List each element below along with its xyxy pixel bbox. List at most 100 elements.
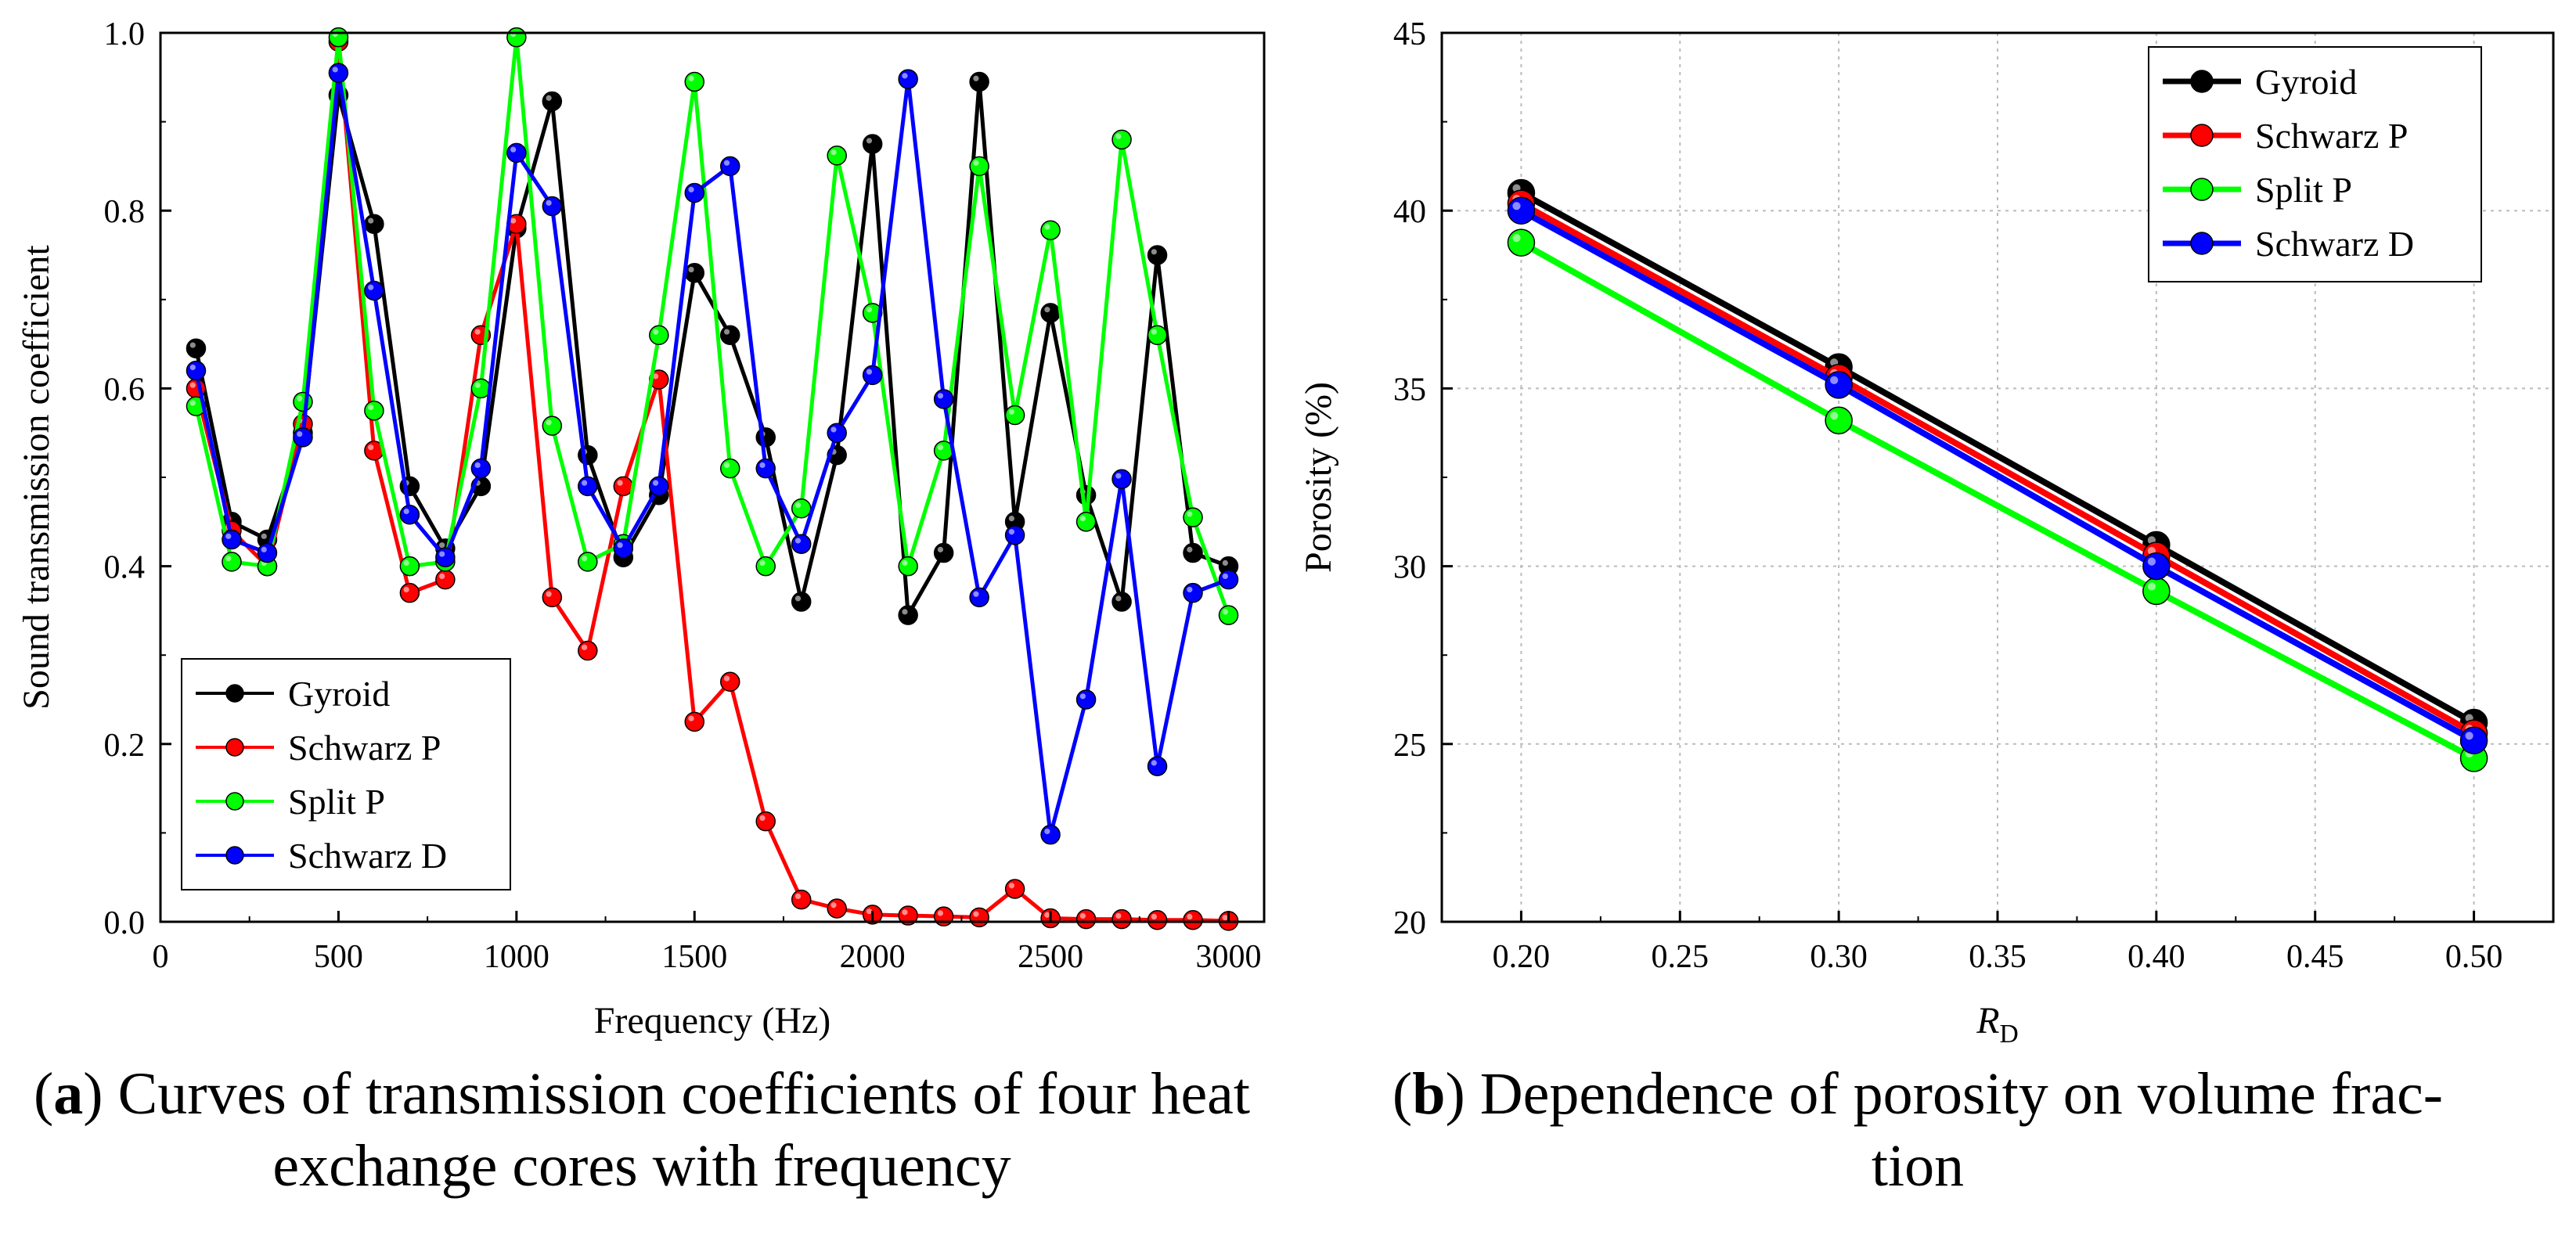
data-point bbox=[862, 365, 883, 386]
x-tick-label: 2000 bbox=[840, 939, 906, 975]
series-line bbox=[194, 35, 1230, 616]
series-split-p bbox=[186, 27, 1239, 625]
data-point-highlight bbox=[1008, 529, 1015, 535]
data-point bbox=[506, 27, 527, 48]
data-point bbox=[719, 458, 740, 479]
data-point-highlight bbox=[652, 329, 659, 335]
data-point-highlight bbox=[1115, 595, 1122, 602]
y-tick-label: 0.6 bbox=[104, 372, 146, 408]
data-point bbox=[791, 592, 812, 612]
x-tick-label: 3000 bbox=[1196, 939, 1262, 975]
data-point-highlight bbox=[510, 146, 517, 153]
data-point bbox=[933, 542, 954, 563]
data-point-highlight bbox=[1187, 546, 1193, 552]
data-point-highlight bbox=[474, 329, 481, 335]
data-point bbox=[542, 91, 563, 112]
y-axis-label: Porosity (%) bbox=[1298, 382, 1339, 573]
data-point bbox=[1825, 371, 1853, 399]
data-point bbox=[186, 360, 207, 381]
data-point-highlight bbox=[474, 462, 481, 469]
data-point-highlight bbox=[474, 382, 481, 388]
data-point bbox=[1825, 406, 1853, 435]
data-point bbox=[1040, 824, 1061, 845]
data-point bbox=[542, 196, 563, 217]
data-point bbox=[755, 427, 776, 448]
data-point-highlight bbox=[973, 75, 979, 81]
data-point-highlight bbox=[759, 815, 766, 822]
data-point-highlight bbox=[866, 138, 873, 144]
legend-label: Schwarz D bbox=[288, 836, 447, 876]
data-point bbox=[755, 458, 776, 479]
legend-label: Gyroid bbox=[2255, 62, 2357, 102]
data-point-highlight bbox=[723, 329, 730, 335]
data-point-highlight bbox=[1222, 573, 1228, 580]
data-point bbox=[399, 556, 420, 577]
y-tick-label: 0.0 bbox=[104, 905, 146, 941]
series-line bbox=[1519, 189, 2476, 726]
data-point bbox=[186, 338, 207, 359]
x-tick-label: 0 bbox=[153, 939, 169, 975]
data-point-highlight bbox=[723, 675, 730, 682]
data-point-highlight bbox=[261, 533, 267, 539]
data-point-highlight bbox=[189, 400, 196, 406]
data-point bbox=[399, 504, 420, 525]
data-point bbox=[684, 71, 705, 92]
caption-b: (b) Dependence of porosity on volume fra… bbox=[1276, 1058, 2560, 1202]
data-point-highlight bbox=[902, 609, 908, 615]
data-point bbox=[542, 416, 563, 436]
data-point-highlight bbox=[973, 591, 979, 597]
data-point bbox=[435, 547, 456, 567]
data-point bbox=[222, 552, 242, 572]
data-point bbox=[719, 325, 740, 345]
data-point bbox=[1111, 129, 1132, 150]
data-point bbox=[969, 156, 989, 177]
data-point-highlight bbox=[617, 542, 623, 549]
data-point bbox=[222, 529, 242, 550]
y-tick-label: 0.2 bbox=[104, 728, 146, 764]
data-point-highlight bbox=[866, 908, 873, 915]
data-point-highlight bbox=[723, 462, 730, 469]
data-point bbox=[1147, 245, 1168, 265]
legend-label: Schwarz P bbox=[2255, 116, 2408, 156]
data-point-highlight bbox=[1008, 408, 1015, 415]
data-point-highlight bbox=[937, 546, 944, 552]
data-point bbox=[578, 476, 598, 497]
data-point bbox=[827, 898, 847, 919]
y-tick-label: 35 bbox=[1393, 372, 1426, 408]
data-point-highlight bbox=[368, 218, 374, 224]
legend-label: Schwarz P bbox=[288, 728, 441, 768]
data-point bbox=[1183, 582, 1203, 603]
data-point bbox=[1147, 909, 1168, 930]
data-point-highlight bbox=[225, 556, 232, 562]
data-point-highlight bbox=[866, 307, 873, 313]
data-point-highlight bbox=[582, 480, 588, 486]
series-line bbox=[194, 79, 1230, 617]
data-point-highlight bbox=[902, 909, 908, 916]
caption-a-open: ( bbox=[33, 1061, 54, 1127]
data-point bbox=[898, 605, 918, 625]
data-point bbox=[719, 156, 740, 177]
data-point bbox=[293, 391, 313, 412]
data-point-highlight bbox=[546, 95, 552, 101]
series-schwarz-d bbox=[186, 63, 1239, 845]
data-point bbox=[1218, 569, 1239, 590]
data-point bbox=[1004, 405, 1025, 426]
data-point bbox=[506, 142, 527, 164]
data-point-highlight bbox=[723, 160, 730, 166]
data-point-highlight bbox=[902, 73, 908, 79]
data-point bbox=[1183, 542, 1203, 563]
data-point-highlight bbox=[1830, 412, 1839, 420]
x-tick-label: 2500 bbox=[1018, 939, 1083, 975]
data-point bbox=[613, 476, 634, 497]
data-point bbox=[578, 640, 598, 661]
data-point-highlight bbox=[546, 200, 552, 206]
legend-swatch-marker bbox=[2190, 124, 2214, 147]
data-point-highlight bbox=[617, 480, 623, 486]
data-point-highlight bbox=[1151, 760, 1157, 766]
y-tick-label: 20 bbox=[1393, 905, 1426, 941]
series-gyroid bbox=[186, 71, 1239, 625]
data-point-highlight bbox=[937, 393, 944, 399]
data-point-highlight bbox=[688, 715, 694, 721]
data-point-highlight bbox=[652, 480, 659, 486]
series-line bbox=[1519, 239, 2476, 761]
